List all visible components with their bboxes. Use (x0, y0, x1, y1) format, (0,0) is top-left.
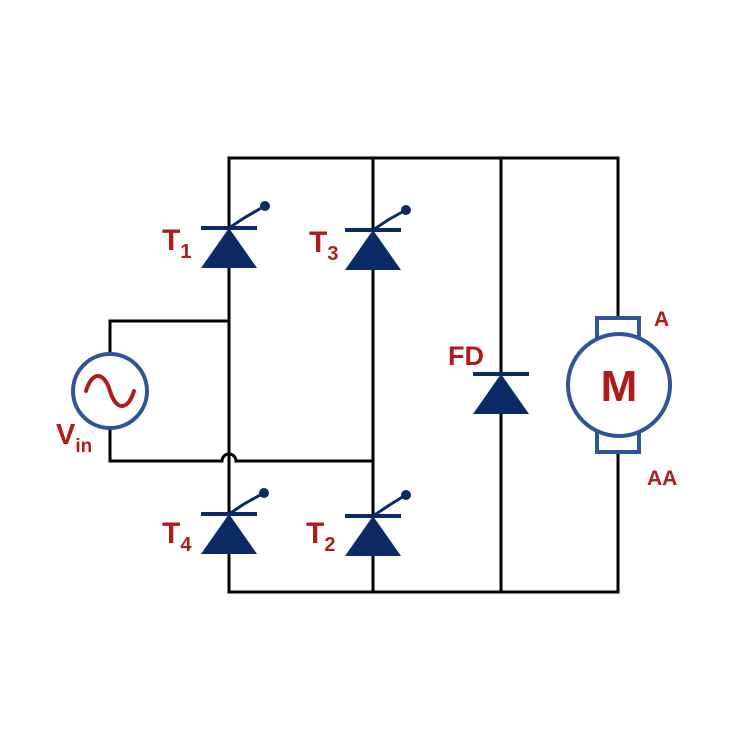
thyristor-gate (372, 209, 405, 232)
thyristor-gate-dot (260, 201, 270, 211)
thyristor-triangle (201, 228, 257, 268)
thyristor-gate (228, 492, 263, 516)
label-fd: FD (448, 341, 484, 371)
thyristor-gate (228, 205, 264, 230)
dc-motor-icon (566, 316, 672, 454)
label-vin-sub: in (75, 436, 92, 457)
thyristor-t1 (201, 201, 270, 268)
thyristor-icon (345, 490, 411, 556)
motor-ring (566, 332, 672, 438)
thyristor-t3 (345, 205, 411, 270)
label-t3: T3 (309, 226, 338, 265)
label-terminal-aa: AA (647, 467, 677, 490)
label-t1-main: T (162, 224, 180, 257)
label-vin: Vin (56, 419, 92, 457)
dc-motor (566, 316, 672, 454)
freewheel-diode (473, 372, 529, 414)
ac-source-icon (71, 352, 149, 430)
ac-source (71, 352, 149, 430)
label-t3-main: T (309, 226, 327, 259)
labels: T1 T3 T4 T2 FD Vin M A AA (56, 224, 677, 556)
thyristor-t2 (345, 490, 411, 556)
thyristor-triangle (345, 230, 401, 270)
thyristor-icon (201, 488, 269, 554)
label-t4-main: T (162, 517, 180, 550)
label-t1-sub: 1 (180, 241, 191, 263)
label-t3-sub: 3 (327, 243, 338, 265)
thyristor-gate-dot (259, 488, 269, 498)
label-t2: T2 (306, 517, 335, 556)
label-t2-sub: 2 (324, 534, 335, 556)
diode-triangle (473, 374, 529, 414)
label-t2-main: T (306, 517, 324, 550)
thyristor-triangle (345, 516, 401, 556)
thyristor-gate (372, 494, 405, 518)
wires (108, 156, 620, 594)
thyristor-icon (345, 205, 411, 270)
thyristor-icon (201, 201, 270, 268)
label-t1: T1 (162, 224, 191, 263)
diode-icon (473, 372, 529, 414)
thyristor-gate-dot (401, 490, 411, 500)
label-vin-main: V (56, 419, 76, 451)
source-bottom-wire (108, 396, 375, 463)
thyristor-triangle (201, 514, 257, 554)
label-motor: M (601, 362, 638, 411)
label-t4: T4 (162, 517, 192, 556)
sine-wave-icon (84, 374, 136, 408)
thyristor-gate-dot (401, 205, 411, 215)
label-terminal-a: A (654, 308, 669, 331)
label-t4-sub: 4 (180, 534, 192, 556)
thyristor-t4 (201, 488, 269, 554)
